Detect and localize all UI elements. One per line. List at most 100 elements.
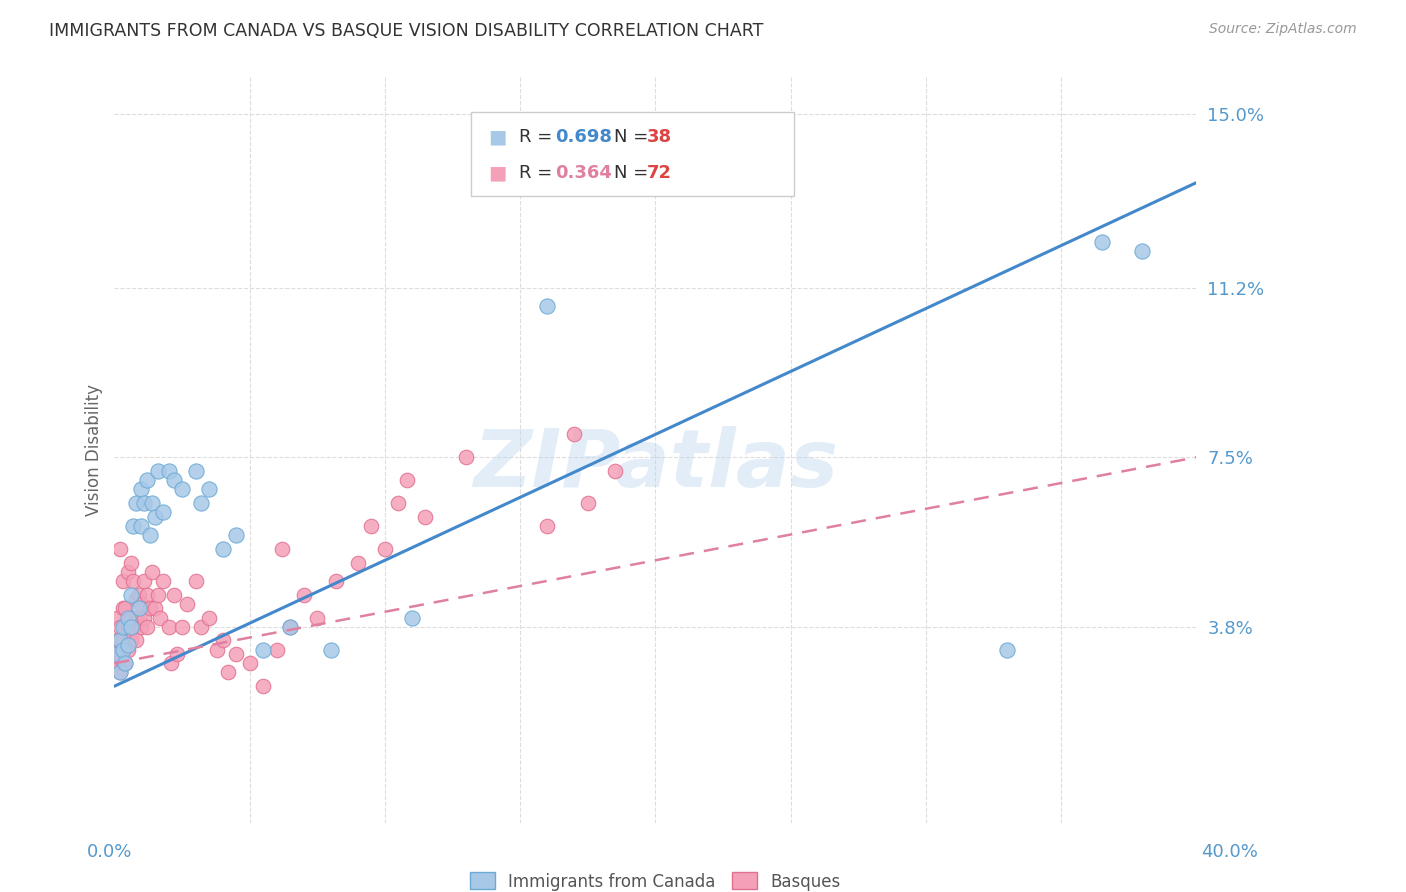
- Point: [198, 610, 221, 624]
- Point: [325, 574, 347, 588]
- Legend: Immigrants from Canada, Basques: Immigrants from Canada, Basques: [463, 866, 848, 892]
- Point: [143, 601, 166, 615]
- Text: N =: N =: [614, 128, 654, 146]
- Point: [108, 665, 131, 680]
- Point: [125, 610, 148, 624]
- Point: [149, 610, 172, 624]
- Point: [120, 633, 142, 648]
- Point: [319, 642, 342, 657]
- Point: [278, 620, 301, 634]
- Point: [143, 509, 166, 524]
- Point: [170, 483, 193, 497]
- Point: [117, 638, 139, 652]
- Point: [141, 565, 163, 579]
- Point: [105, 610, 128, 624]
- Point: [562, 427, 585, 442]
- Point: [108, 541, 131, 556]
- Point: [415, 509, 437, 524]
- Point: [225, 528, 247, 542]
- Point: [125, 633, 148, 648]
- Point: [105, 642, 128, 657]
- Point: [111, 642, 134, 657]
- Y-axis label: Vision Disability: Vision Disability: [86, 384, 103, 516]
- Point: [108, 620, 131, 634]
- Point: [1130, 244, 1153, 259]
- Point: [603, 464, 626, 478]
- Point: [225, 647, 247, 661]
- Text: Source: ZipAtlas.com: Source: ZipAtlas.com: [1209, 22, 1357, 37]
- Point: [111, 620, 134, 634]
- Point: [170, 620, 193, 634]
- Point: [138, 528, 160, 542]
- Point: [120, 556, 142, 570]
- Text: ■: ■: [488, 163, 506, 182]
- Point: [176, 597, 198, 611]
- Point: [184, 464, 207, 478]
- Text: 38: 38: [647, 128, 672, 146]
- Point: [292, 588, 315, 602]
- Point: [401, 610, 423, 624]
- Point: [117, 565, 139, 579]
- Point: [141, 496, 163, 510]
- Point: [278, 620, 301, 634]
- Point: [536, 519, 558, 533]
- Point: [152, 505, 174, 519]
- Point: [114, 601, 136, 615]
- Text: 40.0%: 40.0%: [1202, 843, 1258, 861]
- Point: [117, 610, 139, 624]
- Point: [387, 496, 409, 510]
- Point: [211, 633, 233, 648]
- Point: [252, 642, 274, 657]
- Point: [374, 541, 396, 556]
- Point: [166, 647, 188, 661]
- Point: [135, 588, 157, 602]
- Point: [146, 464, 169, 478]
- Point: [105, 633, 128, 648]
- Point: [307, 610, 329, 624]
- Point: [184, 574, 207, 588]
- Text: R =: R =: [519, 163, 558, 181]
- Point: [205, 642, 228, 657]
- Point: [160, 657, 183, 671]
- Point: [131, 620, 153, 634]
- Point: [138, 601, 160, 615]
- Text: ZIPatlas: ZIPatlas: [472, 426, 838, 504]
- Point: [108, 665, 131, 680]
- Point: [271, 541, 294, 556]
- Point: [157, 620, 180, 634]
- Point: [163, 588, 186, 602]
- Point: [995, 642, 1018, 657]
- Point: [105, 647, 128, 661]
- Point: [198, 483, 221, 497]
- Point: [211, 541, 233, 556]
- Text: N =: N =: [614, 163, 654, 181]
- Point: [111, 601, 134, 615]
- Point: [131, 519, 153, 533]
- Point: [190, 620, 212, 634]
- Point: [111, 574, 134, 588]
- Point: [128, 588, 150, 602]
- Text: 72: 72: [647, 163, 672, 181]
- Point: [239, 657, 262, 671]
- Point: [125, 592, 148, 607]
- Point: [114, 657, 136, 671]
- Point: [131, 597, 153, 611]
- Point: [108, 647, 131, 661]
- Point: [346, 556, 368, 570]
- Point: [157, 464, 180, 478]
- Point: [134, 574, 156, 588]
- Point: [1090, 235, 1112, 250]
- Point: [114, 620, 136, 634]
- Point: [252, 679, 274, 693]
- Point: [108, 633, 131, 648]
- Point: [122, 574, 145, 588]
- Point: [128, 601, 150, 615]
- Point: [117, 620, 139, 634]
- Text: 0.0%: 0.0%: [87, 843, 132, 861]
- Point: [135, 473, 157, 487]
- Point: [120, 610, 142, 624]
- Point: [125, 496, 148, 510]
- Point: [134, 610, 156, 624]
- Point: [134, 496, 156, 510]
- Point: [152, 574, 174, 588]
